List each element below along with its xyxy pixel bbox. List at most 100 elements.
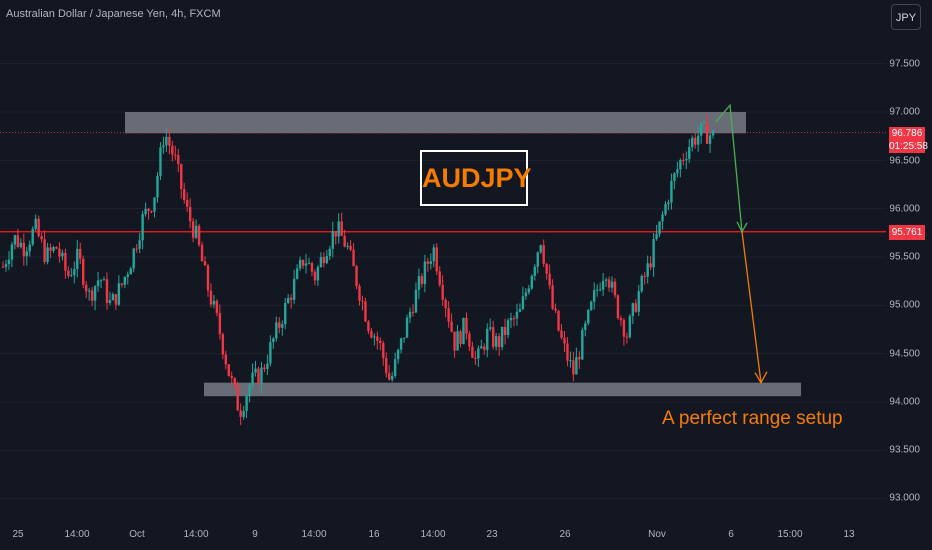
candle-body bbox=[328, 248, 331, 256]
candle-body bbox=[539, 245, 542, 253]
candle-body bbox=[468, 333, 471, 347]
candle-body bbox=[84, 284, 88, 292]
candle-body bbox=[486, 328, 489, 350]
candle-body bbox=[227, 364, 230, 377]
x-tick-label: 9 bbox=[252, 529, 258, 540]
candle-body bbox=[70, 275, 73, 277]
candle-body bbox=[432, 247, 435, 262]
candle-body bbox=[325, 255, 329, 264]
candle-body bbox=[177, 155, 180, 165]
candle-body bbox=[385, 358, 388, 374]
candle-body bbox=[462, 317, 465, 345]
candle-body bbox=[613, 281, 617, 296]
x-tick-label: Nov bbox=[648, 529, 666, 540]
candle-body bbox=[4, 264, 8, 267]
range-setup-annotation[interactable]: A perfect range setup bbox=[662, 408, 843, 429]
candle-body bbox=[99, 280, 103, 282]
candle-body bbox=[601, 280, 605, 290]
candle-body bbox=[16, 235, 20, 247]
candle-body bbox=[494, 336, 498, 347]
candle-body bbox=[123, 276, 127, 285]
candle-body bbox=[390, 375, 394, 380]
candle-body bbox=[548, 273, 551, 286]
candle-body bbox=[233, 378, 236, 386]
candle-body bbox=[144, 208, 147, 215]
candle-body bbox=[441, 284, 444, 300]
candle-body bbox=[667, 202, 670, 205]
candle-body bbox=[694, 137, 697, 145]
candle-body bbox=[584, 323, 587, 330]
y-tick-label: 94.500 bbox=[889, 348, 920, 360]
candle-body bbox=[203, 261, 207, 266]
candle-body bbox=[480, 346, 483, 349]
candle-body bbox=[542, 245, 545, 264]
y-tick-label: 96.000 bbox=[889, 203, 920, 215]
currency-button[interactable]: JPY bbox=[891, 4, 921, 30]
candle-body bbox=[67, 270, 70, 276]
candle-body bbox=[411, 311, 415, 313]
candle-body bbox=[483, 346, 486, 350]
candle-body bbox=[191, 221, 195, 238]
candle-body bbox=[37, 218, 40, 237]
projection-up-leg bbox=[715, 103, 743, 232]
candle-body bbox=[90, 290, 94, 301]
candle-body bbox=[159, 147, 162, 176]
candle-body bbox=[340, 221, 343, 236]
candle-body bbox=[358, 286, 361, 301]
x-tick-label: 14:00 bbox=[301, 529, 327, 540]
candle-body bbox=[658, 221, 661, 234]
candle-body bbox=[218, 313, 222, 335]
x-tick-label: 14:00 bbox=[420, 529, 446, 540]
ticker-label-box[interactable]: AUDJPY bbox=[420, 150, 532, 206]
candle-body bbox=[578, 357, 581, 360]
candle-body bbox=[230, 376, 233, 379]
candle-body bbox=[364, 301, 367, 322]
candle-body bbox=[185, 200, 189, 207]
candle-body bbox=[515, 311, 519, 319]
candle-body bbox=[120, 283, 124, 285]
candle-body bbox=[379, 340, 382, 344]
candle-body bbox=[705, 122, 709, 144]
candle-body bbox=[370, 330, 373, 338]
candle-body bbox=[661, 214, 664, 222]
candle-body bbox=[530, 275, 534, 289]
candle-body bbox=[646, 263, 649, 277]
candle-body bbox=[22, 242, 25, 257]
candle-body bbox=[497, 336, 501, 348]
candle-body bbox=[209, 290, 213, 305]
candle-body bbox=[536, 252, 539, 267]
candle-body bbox=[491, 327, 495, 347]
candle-body bbox=[188, 206, 192, 222]
candle-body bbox=[575, 357, 578, 375]
candle-body bbox=[19, 242, 23, 247]
x-tick-label: 14:00 bbox=[183, 529, 209, 540]
candle-body bbox=[631, 303, 635, 317]
candle-body bbox=[87, 290, 91, 292]
last-price-value: 96.786 bbox=[891, 128, 923, 139]
candle-body bbox=[284, 303, 287, 325]
candle-body bbox=[572, 360, 575, 375]
candle-body bbox=[319, 257, 323, 267]
candle-body bbox=[117, 283, 121, 305]
x-tick-label: 14:00 bbox=[64, 529, 90, 540]
candle-body bbox=[102, 279, 106, 281]
candle-body bbox=[676, 169, 679, 174]
symbol-title: Australian Dollar / Japanese Yen, 4h, FX… bbox=[6, 8, 221, 20]
candle-body bbox=[708, 135, 712, 144]
candle-body bbox=[310, 263, 314, 272]
candle-body bbox=[93, 286, 97, 301]
candle-body bbox=[141, 214, 144, 241]
candle-body bbox=[396, 349, 400, 360]
candle-body bbox=[429, 261, 432, 264]
candle-body bbox=[592, 290, 596, 302]
candle-body bbox=[82, 258, 85, 285]
candle-body bbox=[417, 276, 421, 290]
candle-body bbox=[162, 145, 165, 148]
candle-body bbox=[331, 231, 334, 249]
x-tick-label: 23 bbox=[486, 529, 498, 540]
candle-body bbox=[10, 244, 14, 260]
y-tick-label: 96.500 bbox=[889, 155, 920, 167]
last-price-tag: 96.786 01:25:58 bbox=[889, 127, 928, 153]
candle-body bbox=[212, 300, 216, 305]
